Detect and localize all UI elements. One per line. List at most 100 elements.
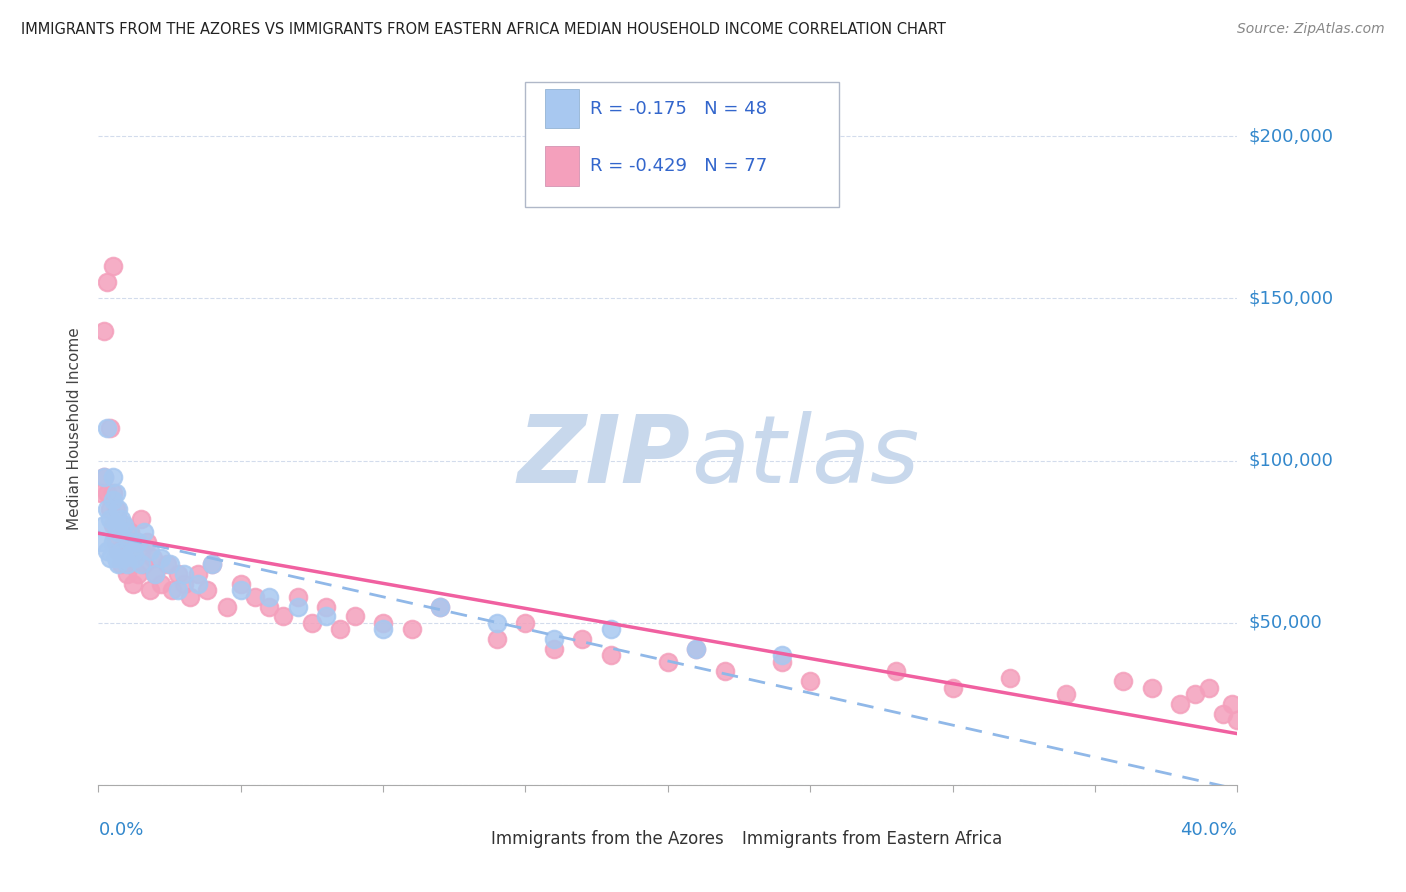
Text: R = -0.429   N = 77: R = -0.429 N = 77: [591, 157, 768, 175]
Point: [187, 577, 209, 591]
Point: [98, 502, 121, 516]
Point: [145, 567, 167, 582]
Point: [329, 622, 352, 636]
Point: [101, 492, 124, 507]
Text: 0.0%: 0.0%: [98, 821, 143, 838]
Point: [129, 558, 152, 572]
Point: [201, 558, 224, 572]
Point: [401, 622, 423, 636]
FancyBboxPatch shape: [546, 146, 579, 186]
Point: [162, 583, 184, 598]
Point: [96, 275, 118, 289]
FancyBboxPatch shape: [463, 831, 481, 847]
Point: [121, 577, 143, 591]
Point: [571, 632, 593, 646]
Point: [96, 486, 118, 500]
Text: atlas: atlas: [690, 411, 920, 502]
Point: [112, 518, 135, 533]
Point: [1056, 687, 1078, 701]
Point: [115, 558, 138, 572]
Text: $150,000: $150,000: [1249, 289, 1334, 308]
Point: [150, 577, 173, 591]
Point: [107, 512, 129, 526]
Point: [287, 590, 309, 604]
Point: [179, 590, 201, 604]
Point: [159, 558, 181, 572]
Point: [96, 421, 118, 435]
Point: [124, 550, 146, 565]
Point: [121, 534, 143, 549]
Point: [243, 590, 266, 604]
Point: [343, 609, 366, 624]
Point: [1220, 697, 1243, 711]
Point: [112, 518, 135, 533]
Point: [101, 518, 124, 533]
Point: [600, 648, 623, 663]
Point: [104, 534, 127, 549]
Point: [107, 502, 129, 516]
Point: [1184, 687, 1206, 701]
Point: [229, 577, 252, 591]
Point: [315, 599, 337, 614]
Point: [118, 534, 141, 549]
Point: [167, 583, 190, 598]
Point: [129, 544, 152, 558]
Point: [98, 550, 121, 565]
Point: [799, 674, 821, 689]
FancyBboxPatch shape: [546, 89, 579, 128]
Point: [129, 512, 152, 526]
Point: [112, 550, 135, 565]
Point: [93, 470, 115, 484]
Point: [770, 648, 793, 663]
Point: [96, 544, 118, 558]
Point: [657, 655, 679, 669]
Point: [150, 550, 173, 565]
Point: [104, 486, 127, 500]
Point: [118, 558, 141, 572]
Point: [124, 550, 146, 565]
Point: [135, 534, 157, 549]
Point: [315, 609, 337, 624]
Point: [515, 615, 537, 630]
Point: [138, 583, 160, 598]
Point: [107, 558, 129, 572]
Point: [259, 590, 281, 604]
Point: [173, 567, 195, 582]
Text: Immigrants from Eastern Africa: Immigrants from Eastern Africa: [742, 830, 1002, 848]
Point: [141, 550, 163, 565]
Point: [543, 641, 565, 656]
Point: [884, 665, 907, 679]
Point: [287, 599, 309, 614]
Point: [215, 599, 238, 614]
Point: [429, 599, 451, 614]
Point: [1198, 681, 1220, 695]
Point: [373, 622, 395, 636]
Point: [101, 259, 124, 273]
Point: [118, 524, 141, 539]
Point: [127, 534, 149, 549]
Point: [998, 671, 1021, 685]
Point: [110, 524, 132, 539]
Point: [1112, 674, 1135, 689]
Point: [201, 558, 224, 572]
Point: [173, 577, 195, 591]
Point: [195, 583, 218, 598]
Point: [127, 567, 149, 582]
Point: [1212, 706, 1234, 721]
Point: [229, 583, 252, 598]
Point: [107, 544, 129, 558]
Y-axis label: Median Household Income: Median Household Income: [67, 326, 83, 530]
Text: IMMIGRANTS FROM THE AZORES VS IMMIGRANTS FROM EASTERN AFRICA MEDIAN HOUSEHOLD IN: IMMIGRANTS FROM THE AZORES VS IMMIGRANTS…: [21, 22, 946, 37]
Point: [98, 421, 121, 435]
Point: [145, 567, 167, 582]
Point: [1140, 681, 1163, 695]
Point: [486, 632, 509, 646]
Point: [543, 632, 565, 646]
Point: [429, 599, 451, 614]
Point: [1170, 697, 1192, 711]
Point: [373, 615, 395, 630]
Point: [115, 534, 138, 549]
Point: [110, 544, 132, 558]
Point: [98, 512, 121, 526]
Point: [104, 502, 127, 516]
